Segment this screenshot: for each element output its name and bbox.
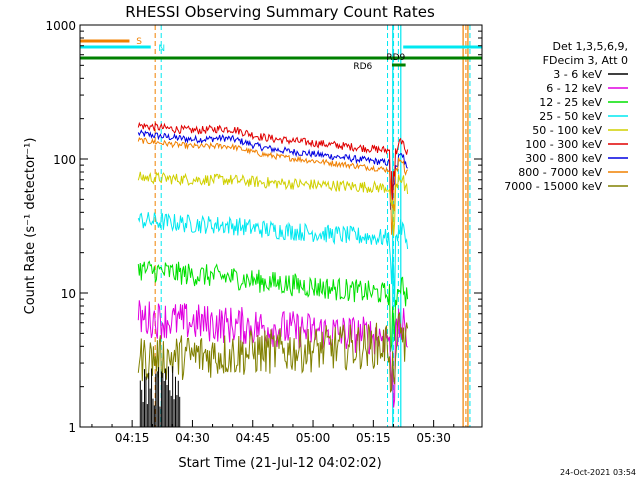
legend-header-line-1: Det 1,3,5,6,9,	[552, 40, 628, 53]
generated-timestamp: 24-Oct-2021 03:54	[560, 468, 636, 477]
legend-header-line-2: FDecim 3, Att 0	[543, 54, 628, 67]
x-axis-label: Start Time (21-Jul-12 04:02:02)	[178, 456, 381, 471]
flag-label-s: S	[136, 37, 142, 47]
flag-label-n: N	[158, 44, 165, 54]
y-tick-label: 1	[68, 421, 76, 435]
legend-entry-label: 800 - 7000 keV	[518, 166, 602, 179]
legend-entry-label: 25 - 50 keV	[539, 110, 602, 123]
series-line-2	[137, 260, 409, 352]
chart-title: RHESSI Observing Summary Count Rates	[125, 3, 435, 21]
legend-entry-label: 7000 - 15000 keV	[504, 180, 602, 193]
legend-entry-label: 300 - 800 keV	[525, 152, 602, 165]
series-line-5	[137, 121, 409, 208]
x-tick-label: 04:15	[115, 431, 150, 445]
legend-entry-label: 12 - 25 keV	[539, 96, 602, 109]
series-line-1	[137, 300, 408, 408]
x-tick-label: 04:30	[175, 431, 210, 445]
series-line-4	[137, 171, 409, 237]
series-line-7	[137, 136, 408, 235]
axes: 04:15 04:30 04:45 05:00 05:15 05:30 1 10 100 1000	[45, 19, 482, 445]
plot-frame	[79, 24, 483, 428]
flag-label-rd9: RD9	[386, 53, 405, 63]
legend-entry-label: 3 - 6 keV	[553, 68, 602, 81]
x-tick-label: 05:15	[356, 431, 391, 445]
legend-entry-label: 100 - 300 keV	[525, 138, 602, 151]
series-line-6	[137, 129, 408, 210]
y-tick-label: 10	[61, 287, 76, 301]
x-tick-label: 05:00	[296, 431, 331, 445]
x-tick-label: 04:45	[235, 431, 270, 445]
y-tick-label: 100	[53, 153, 76, 167]
y-tick-label: 1000	[45, 19, 76, 33]
y-axis-label: Count Rate (s⁻¹ detector⁻¹)	[23, 138, 38, 315]
legend-entry-label: 6 - 12 keV	[546, 82, 602, 95]
flag-label-rd6: RD6	[353, 62, 372, 72]
plot-area: S N RD9 RD6	[80, 25, 482, 427]
x-tick-label: 05:30	[416, 431, 451, 445]
series-line-3	[137, 212, 409, 307]
series-line-0	[139, 366, 181, 427]
series-line-8	[137, 311, 409, 393]
legend-entry-label: 50 - 100 keV	[532, 124, 602, 137]
legend: Det 1,3,5,6,9, FDecim 3, Att 0 3 - 6 keV…	[504, 40, 628, 193]
